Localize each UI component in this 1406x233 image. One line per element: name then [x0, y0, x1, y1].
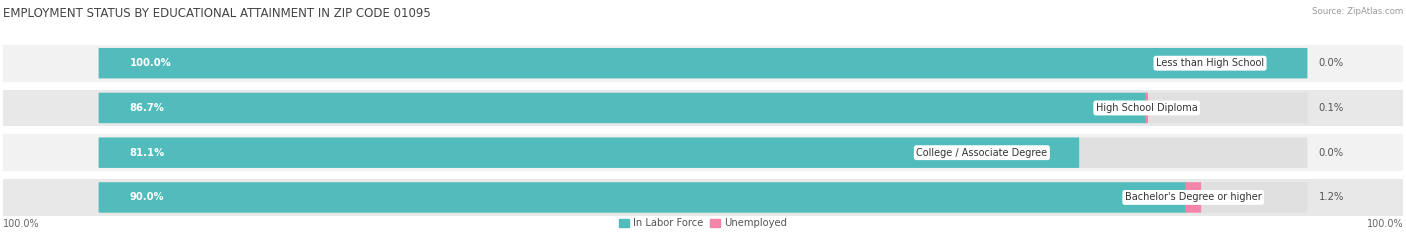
Bar: [3, 45, 1403, 82]
FancyBboxPatch shape: [98, 93, 1147, 123]
Text: 100.0%: 100.0%: [3, 219, 39, 229]
Text: High School Diploma: High School Diploma: [1095, 103, 1198, 113]
Bar: [3, 134, 1403, 171]
FancyBboxPatch shape: [1146, 93, 1149, 123]
Legend: In Labor Force, Unemployed: In Labor Force, Unemployed: [619, 218, 787, 228]
Bar: [3, 90, 1403, 126]
Text: Bachelor's Degree or higher: Bachelor's Degree or higher: [1125, 192, 1261, 202]
Text: 1.2%: 1.2%: [1319, 192, 1344, 202]
FancyBboxPatch shape: [98, 48, 1308, 79]
FancyBboxPatch shape: [98, 137, 1080, 168]
Text: 100.0%: 100.0%: [129, 58, 172, 68]
Text: Less than High School: Less than High School: [1156, 58, 1264, 68]
Text: 81.1%: 81.1%: [129, 148, 165, 158]
Bar: [3, 179, 1403, 216]
Text: 0.0%: 0.0%: [1319, 58, 1344, 68]
Text: 90.0%: 90.0%: [129, 192, 165, 202]
Text: 86.7%: 86.7%: [129, 103, 165, 113]
FancyBboxPatch shape: [98, 48, 1308, 79]
Text: 100.0%: 100.0%: [1367, 219, 1403, 229]
FancyBboxPatch shape: [1185, 182, 1201, 213]
Text: College / Associate Degree: College / Associate Degree: [917, 148, 1047, 158]
FancyBboxPatch shape: [98, 93, 1308, 123]
Text: EMPLOYMENT STATUS BY EDUCATIONAL ATTAINMENT IN ZIP CODE 01095: EMPLOYMENT STATUS BY EDUCATIONAL ATTAINM…: [3, 7, 430, 20]
FancyBboxPatch shape: [98, 137, 1308, 168]
Text: 0.1%: 0.1%: [1319, 103, 1344, 113]
Text: 0.0%: 0.0%: [1319, 148, 1344, 158]
Text: Source: ZipAtlas.com: Source: ZipAtlas.com: [1312, 7, 1403, 16]
FancyBboxPatch shape: [98, 182, 1308, 213]
FancyBboxPatch shape: [98, 182, 1187, 213]
